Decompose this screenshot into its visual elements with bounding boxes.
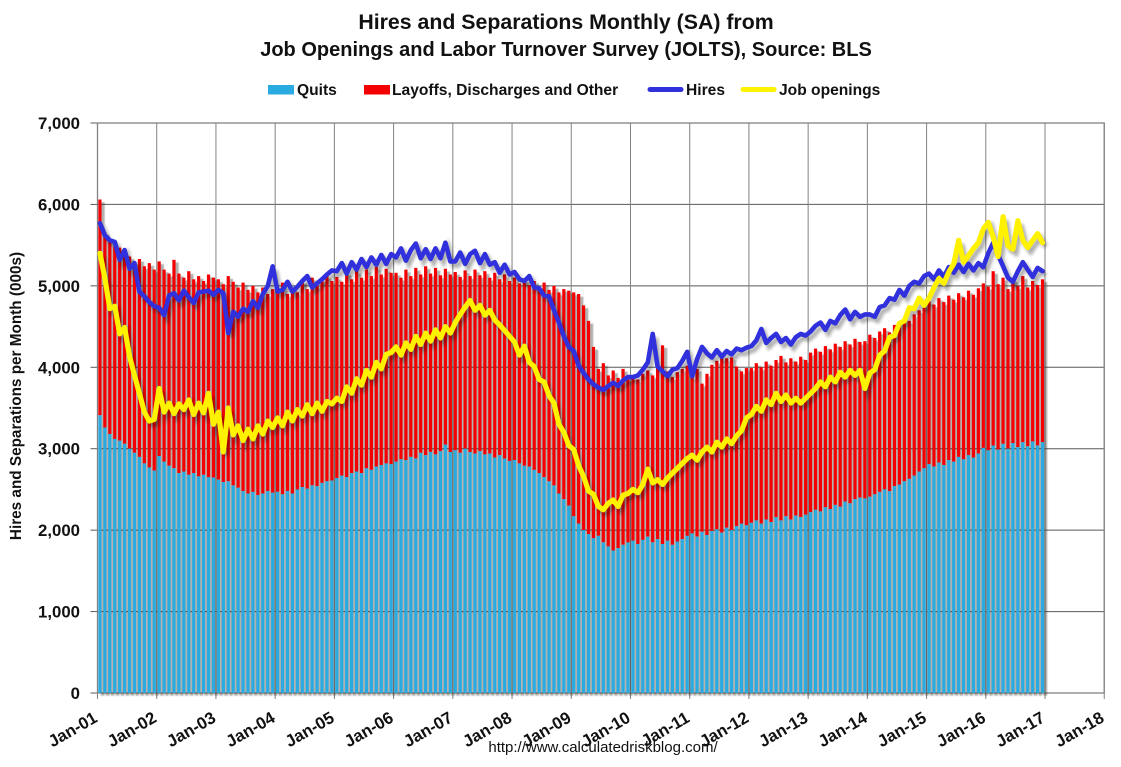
svg-text:Quits: Quits: [297, 82, 337, 99]
svg-text:2,000: 2,000: [38, 521, 80, 540]
svg-text:6,000: 6,000: [38, 195, 80, 214]
svg-text:Hires and Separations per Mont: Hires and Separations per Month (000s): [8, 252, 25, 540]
svg-text:Job Openings and Labor Turnove: Job Openings and Labor Turnover Survey (…: [260, 39, 872, 61]
svg-text:Job openings: Job openings: [779, 82, 881, 99]
svg-text:7,000: 7,000: [38, 114, 80, 133]
svg-text:http://www.calculatedriskblog.: http://www.calculatedriskblog.com/: [488, 739, 718, 756]
svg-text:4,000: 4,000: [38, 358, 80, 377]
svg-text:3,000: 3,000: [38, 440, 80, 459]
svg-text:Layoffs, Discharges and Other: Layoffs, Discharges and Other: [392, 82, 618, 99]
svg-text:5,000: 5,000: [38, 277, 80, 296]
svg-text:Hires and Separations Monthly: Hires and Separations Monthly (SA) from: [358, 10, 773, 34]
svg-text:Hires: Hires: [686, 82, 725, 99]
svg-text:1,000: 1,000: [38, 603, 80, 622]
svg-text:0: 0: [71, 684, 80, 703]
